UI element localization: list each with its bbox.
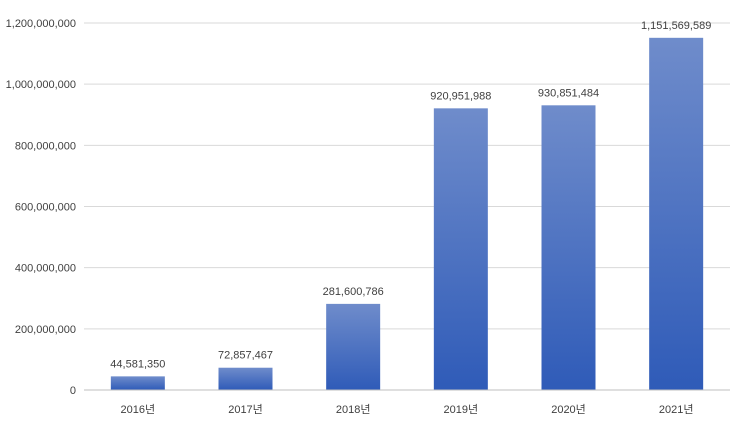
axis-layer: 0 200,000,000 400,000,000 600,000,000 800,00… — [6, 18, 730, 416]
data-label: 1,151,569,589 — [641, 20, 711, 32]
y-tick-label: 800,000,000 — [15, 140, 76, 152]
data-label: 72,857,467 — [218, 350, 273, 362]
y-tick-label: 200,000,000 — [15, 324, 76, 336]
data-label: 920,951,988 — [430, 90, 491, 102]
bar — [110, 376, 165, 390]
y-tick-label: 1,000,000,000 — [6, 79, 76, 91]
y-tick-label: 0 — [70, 385, 76, 397]
data-label: 930,851,484 — [538, 87, 599, 99]
y-tick-label: 1,200,000,000 — [6, 18, 76, 30]
grid-layer — [84, 22, 730, 330]
bar — [326, 303, 381, 390]
bar — [649, 37, 704, 390]
x-tick-label: 2019년 — [444, 403, 479, 416]
y-tick-label: 400,000,000 — [15, 263, 76, 275]
bar — [433, 108, 488, 390]
data-label: 44,581,350 — [110, 358, 165, 370]
x-tick-label: 2018년 — [336, 403, 371, 416]
y-tick-label: 600,000,000 — [15, 202, 76, 214]
labels-layer: 44,581,350 72,857,467 281,600,786 920,951,9… — [110, 20, 711, 371]
x-tick-label: 2020년 — [551, 403, 586, 416]
data-label: 281,600,786 — [323, 286, 384, 298]
x-tick-label: 2017년 — [228, 403, 263, 416]
bars-layer — [110, 37, 704, 391]
bar — [218, 367, 273, 390]
x-tick-label: 2021년 — [659, 403, 694, 416]
x-tick-label: 2016년 — [121, 403, 156, 416]
bar — [541, 105, 596, 391]
